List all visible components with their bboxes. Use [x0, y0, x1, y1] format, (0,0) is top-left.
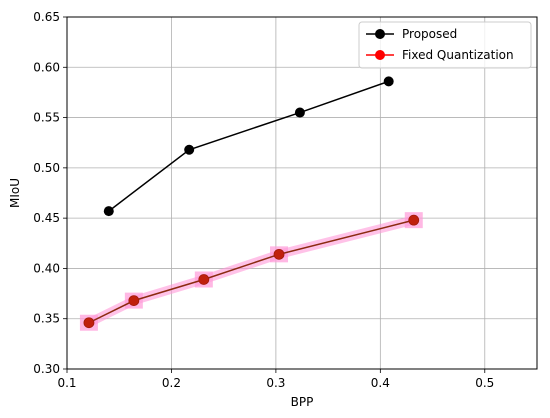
x-tick-label: 0.1	[57, 376, 76, 390]
fixed-quantization-point	[408, 214, 420, 226]
legend-label-proposed: Proposed	[402, 27, 457, 41]
axis-ticks: 0.1 0.2 0.3 0.4 0.5 0.30 0.35 0.40 0.45 0.50 0.55 0…	[33, 10, 494, 390]
y-tick-label: 0.35	[33, 312, 60, 326]
x-tick-label: 0.3	[266, 376, 285, 390]
x-tick-label: 0.4	[371, 376, 390, 390]
fixed-quantization-point	[198, 274, 210, 285]
proposed-point	[103, 206, 114, 217]
y-tick-label: 0.50	[33, 161, 60, 175]
legend-label-fixed-quantization: Fixed Quantization	[402, 48, 514, 62]
legend: Proposed Fixed Quantization	[358, 21, 532, 69]
proposed-line	[108, 80, 389, 212]
proposed-point	[294, 107, 305, 118]
fixed-quantization-point	[128, 295, 140, 307]
legend-marker-proposed	[375, 29, 385, 39]
x-axis-label: BPP	[291, 395, 314, 409]
y-tick-label: 0.30	[33, 362, 60, 376]
fixed-quantization-point	[273, 248, 285, 260]
y-tick-label: 0.40	[33, 261, 60, 275]
y-axis-label: MIoU	[8, 178, 22, 208]
y-tick-label: 0.60	[33, 60, 60, 74]
y-tick-label: 0.55	[33, 111, 60, 125]
x-tick-label: 0.5	[475, 376, 494, 390]
x-tick-label: 0.2	[162, 376, 181, 390]
legend-marker-fixed-quantization	[375, 50, 385, 60]
series-layer	[79, 76, 423, 331]
proposed-point	[383, 76, 394, 87]
plot-frame	[66, 16, 538, 370]
y-tick-label: 0.45	[33, 211, 60, 225]
y-tick-label: 0.65	[33, 10, 60, 24]
legend-box	[358, 21, 532, 69]
grid	[66, 16, 537, 370]
fixed-quantization-point	[83, 317, 95, 329]
proposed-point	[184, 144, 195, 155]
